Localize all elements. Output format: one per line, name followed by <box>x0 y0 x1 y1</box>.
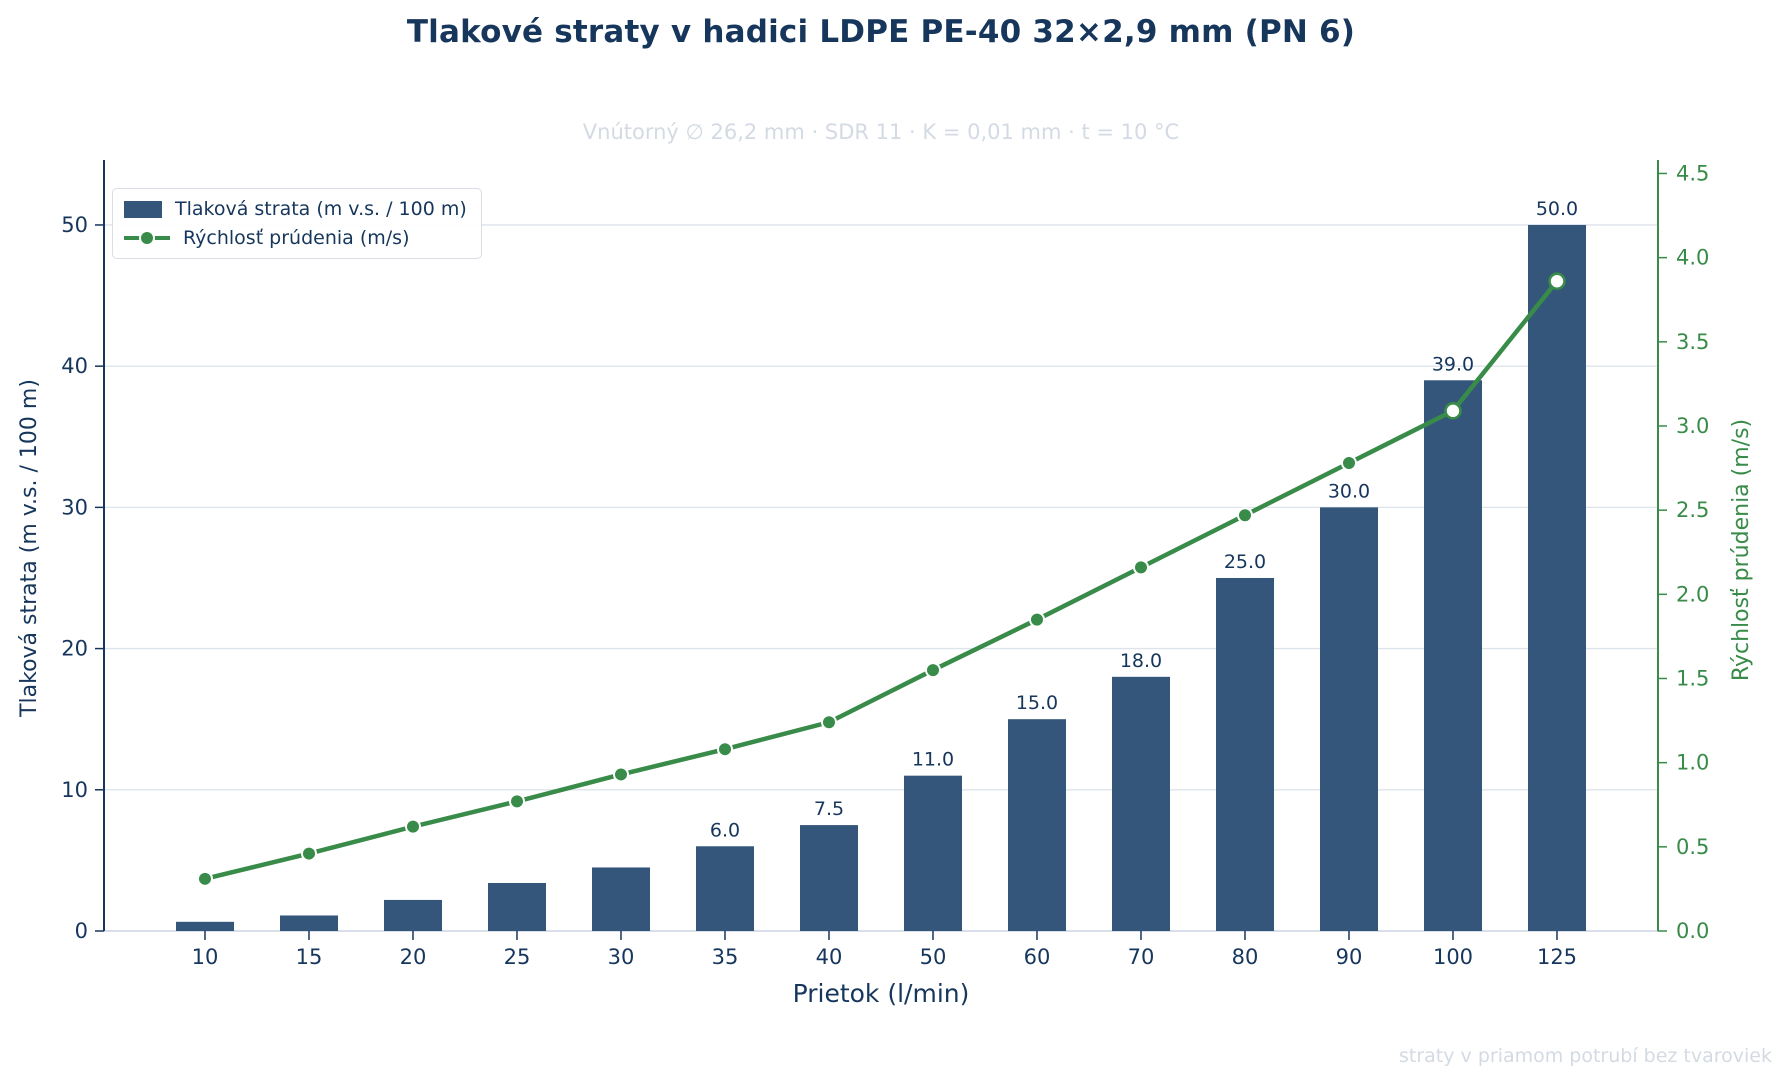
velocity-marker <box>1029 611 1045 628</box>
bar-value-label: 39.0 <box>1432 353 1474 375</box>
velocity-marker <box>821 714 837 731</box>
chart-subtitle: Vnútorný ∅ 26,2 mm · SDR 11 · K = 0,01 m… <box>582 120 1180 144</box>
x-tick-label: 15 <box>296 945 323 969</box>
right-y-tick-label: 3.0 <box>1676 414 1709 438</box>
legend-label-velocity: Rýchlosť prúdenia (m/s) <box>183 227 410 249</box>
bar-70 <box>1112 676 1170 931</box>
right-y-tick-label: 2.5 <box>1676 498 1709 522</box>
footer-note: straty v priamom potrubí bez tvaroviek <box>1399 1045 1772 1067</box>
bar-40 <box>800 825 858 931</box>
velocity-marker <box>1237 507 1253 524</box>
bar-90 <box>1320 507 1378 931</box>
legend-line-dot <box>139 230 155 246</box>
right-y-tick-label: 0.0 <box>1676 919 1709 943</box>
left-y-tick-label: 30 <box>61 495 88 519</box>
velocity-marker-open <box>1444 402 1462 420</box>
left-y-tick-label: 0 <box>75 919 88 943</box>
right-y-tick-label: 4.0 <box>1676 246 1709 270</box>
bar-15 <box>280 915 338 931</box>
x-tick-label: 100 <box>1433 945 1473 969</box>
x-tick-label: 30 <box>608 945 635 969</box>
bar-value-label: 11.0 <box>912 749 954 771</box>
x-tick-label: 60 <box>1024 945 1051 969</box>
velocity-marker <box>1133 559 1149 576</box>
bar-value-label: 25.0 <box>1224 551 1266 573</box>
bar-10 <box>176 921 234 931</box>
bar-50 <box>904 775 962 931</box>
velocity-marker <box>1341 455 1357 472</box>
right-y-tick-label: 3.5 <box>1676 330 1709 354</box>
legend-label-pressure-loss: Tlaková strata (m v.s. / 100 m) <box>175 198 467 220</box>
left-y-tick-label: 20 <box>61 637 88 661</box>
bar-35 <box>696 846 754 931</box>
velocity-marker <box>613 766 629 783</box>
chart-title: Tlakové straty v hadici LDPE PE-40 32×2,… <box>406 14 1356 50</box>
bar-25 <box>488 882 546 931</box>
bar-80 <box>1216 577 1274 931</box>
x-tick-label: 70 <box>1128 945 1155 969</box>
bar-125 <box>1528 224 1586 931</box>
bar-30 <box>592 867 650 931</box>
velocity-line <box>202 278 1560 882</box>
bar-value-label: 15.0 <box>1016 692 1058 714</box>
bar-value-label: 30.0 <box>1328 480 1370 502</box>
bar-value-label: 6.0 <box>710 819 740 841</box>
legend-line-marker-swatch <box>124 229 170 247</box>
right-y-axis-title: Rýchlosť prúdenia (m/s) <box>1729 418 1754 682</box>
x-tick-label: 35 <box>712 945 739 969</box>
right-y-tick-label: 2.0 <box>1676 582 1709 606</box>
x-tick-label: 80 <box>1232 945 1259 969</box>
left-y-tick-label: 50 <box>61 213 88 237</box>
bar-20 <box>384 899 442 931</box>
right-y-tick-label: 4.5 <box>1676 161 1709 185</box>
x-tick-label: 50 <box>920 945 947 969</box>
right-y-tick-label: 1.5 <box>1676 666 1709 690</box>
legend-bar-swatch <box>124 200 162 218</box>
velocity-marker <box>197 870 213 887</box>
x-tick-label: 10 <box>192 945 219 969</box>
velocity-marker <box>717 741 733 758</box>
velocity-marker <box>925 662 941 679</box>
bar-value-label: 7.5 <box>814 798 844 820</box>
x-tick-label: 90 <box>1336 945 1363 969</box>
x-tick-label: 20 <box>400 945 427 969</box>
velocity-marker <box>405 818 421 835</box>
velocity-marker-open <box>1548 272 1566 291</box>
right-y-tick-label: 0.5 <box>1676 835 1709 859</box>
velocity-marker <box>301 845 317 862</box>
x-tick-label: 125 <box>1537 945 1577 969</box>
bar-value-label: 18.0 <box>1120 650 1162 672</box>
x-axis-title: Prietok (l/min) <box>792 979 970 1008</box>
legend-item-velocity: Rýchlosť prúdenia (m/s) <box>124 227 467 249</box>
bar-60 <box>1008 719 1066 931</box>
x-tick-label: 25 <box>504 945 531 969</box>
velocity-marker <box>509 793 525 810</box>
left-y-tick-label: 10 <box>61 778 88 802</box>
bar-value-label: 50.0 <box>1536 198 1578 220</box>
bar-100 <box>1424 380 1482 931</box>
left-y-tick-label: 40 <box>61 354 88 378</box>
left-y-axis-title: Tlaková strata (m v.s. / 100 m) <box>17 379 42 717</box>
legend: Tlaková strata (m v.s. / 100 m) Rýchlosť… <box>112 188 482 259</box>
x-tick-label: 40 <box>816 945 843 969</box>
legend-item-pressure-loss: Tlaková strata (m v.s. / 100 m) <box>124 198 467 220</box>
right-y-tick-label: 1.0 <box>1676 751 1709 775</box>
